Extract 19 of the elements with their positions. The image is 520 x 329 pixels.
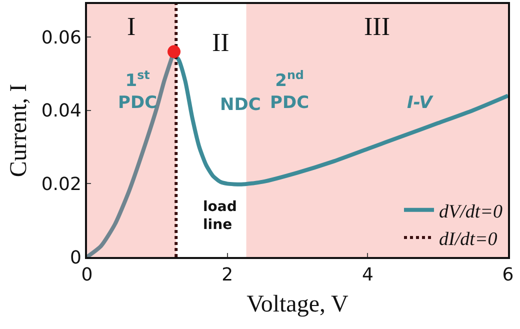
- annotation: 2$^{nd}$ PDC: [270, 68, 310, 114]
- legend-label: dI/dt=0: [439, 228, 498, 250]
- y-tick-label: 0.06: [41, 27, 82, 48]
- annotation: II: [212, 28, 230, 57]
- annotation: 1$^{st}$ PDC: [118, 68, 158, 114]
- annotation: load line: [203, 199, 237, 234]
- y-tick-label: 0.04: [41, 100, 82, 122]
- x-tick-label: 2: [222, 264, 234, 286]
- legend-label: dV/dt=0: [439, 201, 503, 222]
- annotation: I-V: [407, 93, 434, 113]
- band-label: III: [364, 12, 390, 41]
- x-tick-label: 4: [362, 264, 374, 286]
- x-axis-title: Voltage, V: [246, 291, 350, 318]
- y-axis-title: Current, I: [6, 84, 32, 178]
- y-tick-label: 0.02: [41, 174, 82, 195]
- x-tick-label: 6: [502, 264, 514, 286]
- y-tick-label: 0: [70, 247, 82, 268]
- annotation: NDC: [220, 95, 261, 115]
- band-label: I: [127, 12, 136, 41]
